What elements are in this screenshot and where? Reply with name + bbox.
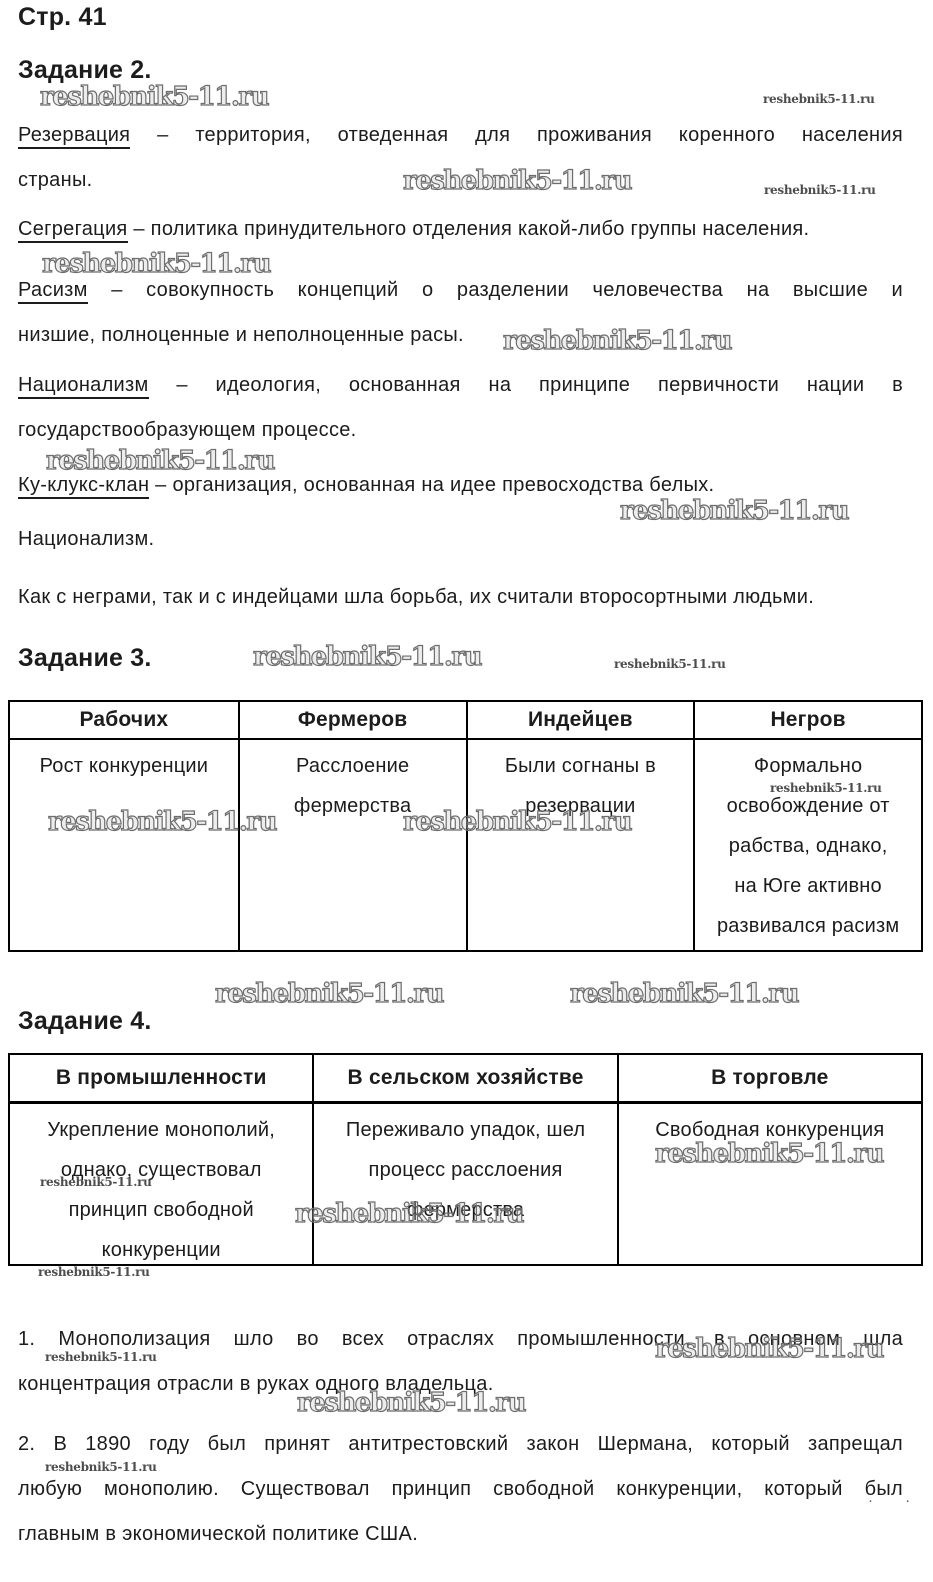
definition-text-line2: государствообразующем процессе. (18, 419, 357, 441)
table-header-negroes: Негров (693, 702, 921, 740)
watermark-big: reshebnik5-11.ru (252, 642, 483, 672)
watermark-big: reshebnik5-11.ru (47, 807, 278, 837)
definition-nationalism: Национализм – идеология, основанная на п… (18, 363, 903, 453)
watermark-big: reshebnik5-11.ru (619, 496, 850, 526)
watermark-small: reshebnik5-11.ru (614, 657, 726, 671)
task3-table: Рабочих Фермеров Индейцев Негров Рост ко… (8, 700, 923, 952)
watermark-big: reshebnik5-11.ru (39, 82, 270, 112)
table-cell-negroes: Формально освобождение от рабства, однак… (693, 740, 921, 950)
task4-table: В промышленности В сельском хозяйстве В … (8, 1053, 923, 1266)
note-monopolization: 1. Монополизация шло во всех отраслях пр… (18, 1328, 903, 1395)
table-header-indians: Индейцев (465, 702, 694, 740)
definition-text: – политика принудительного отделения как… (127, 218, 810, 240)
task2-answer-long: Как с неграми, так и с индейцами шла бор… (18, 586, 815, 608)
watermark-small: reshebnik5-11.ru (38, 1265, 150, 1279)
watermark-big: reshebnik5-11.ru (41, 249, 272, 279)
note-sherman-act: 2. В 1890 году был принят антитрестовски… (18, 1433, 903, 1545)
watermark-big: reshebnik5-11.ru (296, 1388, 527, 1418)
task2-answer-short: Национализм. (18, 528, 155, 550)
table-cell-trade: Свободная конкуренция (616, 1104, 921, 1264)
definition-text-line2: низшие, полноценные и неполноценные расы… (18, 324, 464, 346)
definition-term: Ку-клукс-клан (18, 474, 150, 499)
watermark-small: reshebnik5-11.ru (763, 92, 875, 106)
table-cell-indians: Были согнаны в резервации (465, 740, 694, 950)
table-cell-industry: Укрепление монополий, однако, существова… (47, 1119, 276, 1261)
task3-heading: Задание 3. (18, 644, 152, 672)
table-header-workers: Рабочих (10, 702, 238, 740)
watermark-big: reshebnik5-11.ru (569, 979, 800, 1009)
table-header-agriculture: В сельском хозяйстве (312, 1055, 617, 1104)
definition-term: Расизм (18, 279, 88, 304)
watermark-small: reshebnik5-11.ru (770, 781, 882, 795)
definition-text: – идеология, основанная на принципе перв… (148, 374, 903, 396)
table-cell-workers: Рост конкуренции (39, 755, 209, 777)
definition-text: – совокупность концепций о разделении че… (87, 279, 903, 301)
table-cell-agriculture: Переживало упадок, шел процесс расслоени… (312, 1104, 616, 1264)
watermark-big: reshebnik5-11.ru (654, 1139, 885, 1169)
watermark-big: reshebnik5-11.ru (294, 1199, 525, 1229)
page-number-heading: Стр. 41 (18, 3, 107, 31)
watermark-small: reshebnik5-11.ru (45, 1350, 157, 1364)
definition-term: Резервация (18, 124, 131, 149)
definition-text: – организация, основанная на идее превос… (149, 474, 715, 496)
definition-racism: Расизм – совокупность концепций о раздел… (18, 268, 903, 358)
watermark-big: reshebnik5-11.ru (502, 326, 733, 356)
table-header-farmers: Фермеров (237, 702, 466, 740)
watermark-small: reshebnik5-11.ru (40, 1175, 152, 1189)
definition-text-line2: страны. (18, 169, 93, 191)
definition-text: – территория, отведенная для проживания … (130, 124, 903, 146)
watermark-small: reshebnik5-11.ru (45, 1460, 157, 1474)
watermark-big: reshebnik5-11.ru (654, 1334, 885, 1364)
watermark-big: reshebnik5-11.ru (402, 166, 633, 196)
table-header-industry: В промышленности (10, 1055, 313, 1104)
definition-reservation: Резервация – территория, отведенная для … (18, 113, 903, 203)
table-header-trade: В торговле (616, 1055, 921, 1104)
table-cell-farmers: Расслоение фермерства (237, 740, 466, 950)
task2-heading: Задание 2. (18, 56, 152, 84)
definition-term: Национализм (18, 374, 149, 399)
watermark-big: reshebnik5-11.ru (402, 807, 633, 837)
scan-artifact-dots: · · (868, 1492, 925, 1509)
watermark-big: reshebnik5-11.ru (214, 979, 445, 1009)
watermark-small: reshebnik5-11.ru (764, 183, 876, 197)
task4-heading: Задание 4. (18, 1007, 152, 1035)
definition-kkk: Ку-клукс-клан – организация, основанная … (18, 463, 903, 508)
definition-term: Сегрегация (18, 218, 128, 243)
watermark-big: reshebnik5-11.ru (45, 446, 276, 476)
definition-segregation: Сегрегация – политика принудительного от… (18, 207, 903, 252)
